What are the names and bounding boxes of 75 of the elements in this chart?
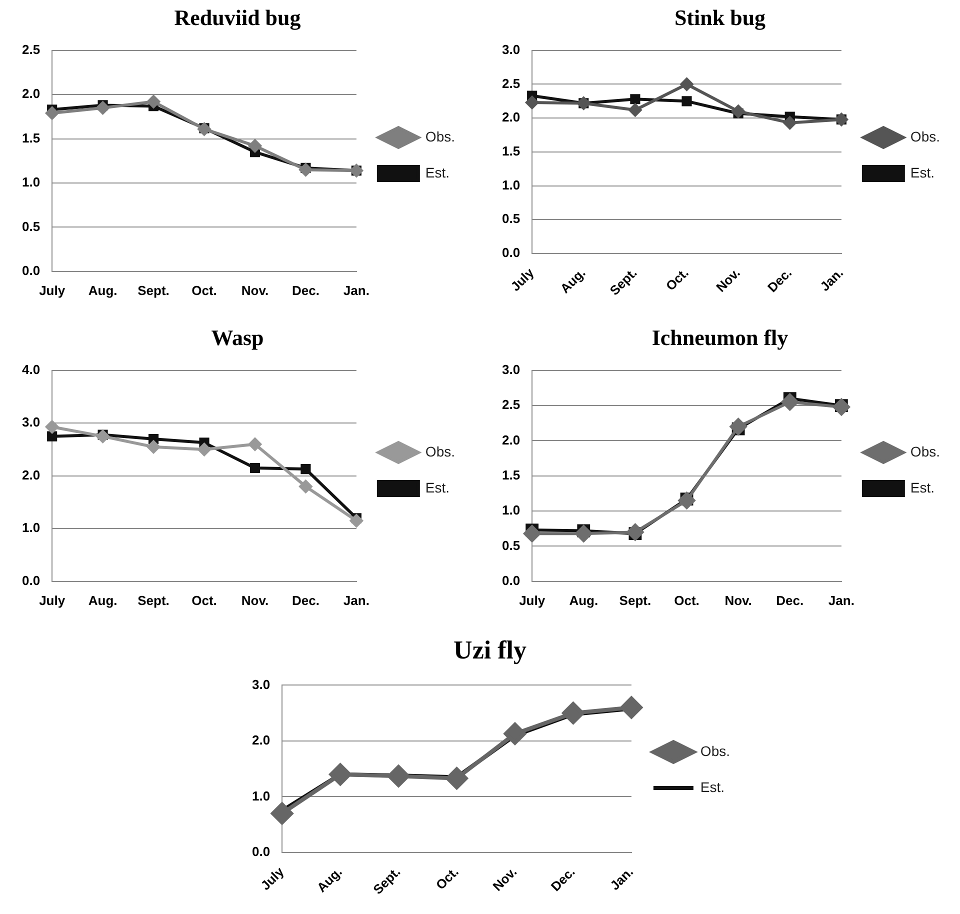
x-tick-label: Dec. bbox=[292, 592, 320, 608]
y-tick-label: 3.0 bbox=[502, 42, 520, 57]
legend-label: Est. bbox=[425, 164, 450, 180]
x-tick-label: Jan. bbox=[343, 282, 370, 298]
x-tick-label: Aug. bbox=[314, 864, 345, 896]
y-tick-label: 0.0 bbox=[22, 262, 40, 278]
y-tick-label: 2.0 bbox=[22, 86, 40, 102]
x-tick-label: Nov. bbox=[241, 592, 269, 608]
chart-title: Reduviid bug bbox=[174, 4, 301, 30]
y-tick-label: 3.0 bbox=[22, 414, 40, 430]
chart-title: Ichneumon fly bbox=[652, 324, 788, 350]
legend-label: Obs. bbox=[910, 443, 940, 460]
x-tick-label: Oct. bbox=[192, 592, 217, 608]
x-tick-label: Jan. bbox=[817, 265, 846, 294]
x-tick-label: Oct. bbox=[662, 265, 692, 294]
y-tick-label: 0.5 bbox=[502, 211, 520, 226]
x-tick-label: Dec. bbox=[764, 265, 795, 296]
x-tick-label: Sept. bbox=[138, 592, 170, 608]
y-tick-label: 3.0 bbox=[502, 362, 520, 377]
y-tick-label: 1.0 bbox=[502, 177, 520, 192]
y-tick-label: 1.5 bbox=[502, 467, 520, 482]
x-tick-label: July bbox=[519, 592, 546, 608]
legend-label: Est. bbox=[425, 479, 450, 496]
x-tick-label: Nov. bbox=[724, 592, 752, 608]
y-tick-label: 2.0 bbox=[502, 110, 520, 125]
x-tick-label: Sept. bbox=[619, 592, 652, 608]
x-tick-label: Jan. bbox=[607, 864, 636, 894]
y-tick-label: 1.5 bbox=[502, 144, 520, 159]
x-tick-label: Aug. bbox=[88, 282, 118, 298]
y-tick-label: 0.0 bbox=[22, 572, 40, 588]
legend-label: Est. bbox=[910, 164, 935, 180]
y-tick-label: 0.5 bbox=[22, 218, 40, 234]
legend-label: Est. bbox=[910, 479, 935, 496]
x-tick-label: July bbox=[39, 282, 66, 298]
y-tick-label: 0.5 bbox=[502, 538, 520, 553]
x-tick-label: Jan. bbox=[343, 592, 370, 608]
y-tick-label: 3.0 bbox=[252, 676, 270, 692]
y-tick-label: 1.0 bbox=[22, 520, 40, 536]
legend-label: Obs. bbox=[700, 742, 730, 759]
legend-label: Est. bbox=[700, 778, 725, 795]
y-tick-label: 4.0 bbox=[22, 362, 40, 377]
x-tick-label: Nov. bbox=[490, 864, 520, 894]
legend-label: Obs. bbox=[425, 128, 456, 144]
legend-label: Obs. bbox=[910, 128, 940, 144]
x-tick-label: Aug. bbox=[557, 265, 588, 296]
x-tick-label: Aug. bbox=[88, 592, 118, 608]
chart-title: Uzi fly bbox=[454, 635, 526, 664]
y-tick-label: 2.5 bbox=[22, 42, 40, 57]
chart-title: Stink bug bbox=[674, 4, 766, 30]
x-tick-label: Aug. bbox=[569, 592, 598, 608]
x-tick-label: Sept. bbox=[138, 282, 170, 298]
y-tick-label: 0.0 bbox=[502, 245, 520, 260]
y-tick-label: 0.0 bbox=[252, 844, 270, 860]
x-tick-label: July bbox=[39, 592, 66, 608]
x-tick-label: Jan. bbox=[828, 592, 854, 608]
x-tick-label: Dec. bbox=[776, 592, 804, 608]
y-tick-label: 1.0 bbox=[22, 174, 40, 190]
x-tick-label: Dec. bbox=[292, 282, 320, 298]
x-tick-label: Oct. bbox=[432, 864, 462, 893]
y-tick-label: 2.5 bbox=[502, 397, 520, 412]
x-tick-label: Dec. bbox=[548, 864, 578, 894]
y-tick-label: 1.5 bbox=[22, 130, 40, 146]
legend-label: Obs. bbox=[425, 443, 456, 460]
y-tick-label: 2.0 bbox=[22, 467, 40, 482]
x-tick-label: Oct. bbox=[192, 282, 217, 298]
y-tick-label: 2.0 bbox=[502, 432, 520, 448]
x-tick-label: Nov. bbox=[241, 282, 269, 298]
y-tick-label: 2.5 bbox=[502, 76, 520, 91]
x-tick-label: Nov. bbox=[713, 265, 743, 295]
y-tick-label: 1.0 bbox=[252, 788, 270, 804]
chart-title: Wasp bbox=[211, 324, 264, 350]
y-tick-label: 0.0 bbox=[502, 572, 520, 588]
x-tick-label: Oct. bbox=[674, 592, 700, 608]
y-tick-label: 1.0 bbox=[502, 502, 520, 518]
y-tick-label: 2.0 bbox=[252, 732, 270, 748]
